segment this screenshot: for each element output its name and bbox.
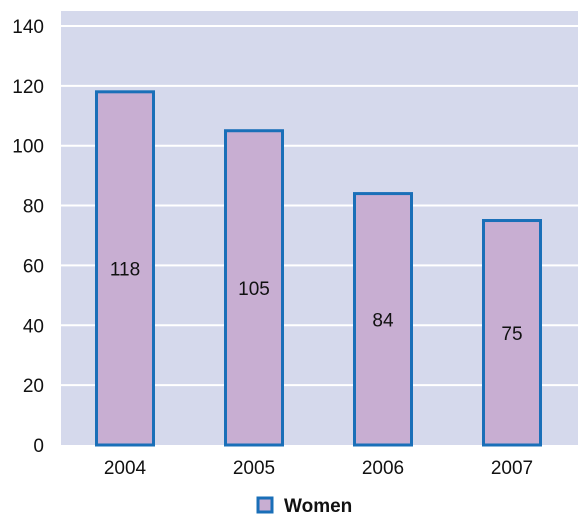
y-tick-label: 60	[23, 256, 44, 277]
data-label-2004: 118	[110, 259, 140, 280]
x-axis-ticks: 2004 2005 2006 2007	[104, 458, 533, 479]
data-label-2005: 105	[238, 279, 270, 300]
y-tick-label: 100	[12, 137, 44, 158]
bars	[95, 90, 542, 447]
y-tick-label: 40	[23, 316, 44, 337]
bar-2007	[482, 219, 542, 447]
y-tick-label: 20	[23, 376, 44, 397]
legend-marker-women	[256, 496, 274, 514]
y-tick-label: 0	[33, 436, 44, 457]
legend: Women	[256, 496, 352, 517]
x-tick-label-2007: 2007	[491, 458, 533, 479]
x-tick-label-2005: 2005	[233, 458, 275, 479]
bar-2005	[224, 129, 284, 447]
x-tick-label-2004: 2004	[104, 458, 147, 479]
legend-label-women: Women	[284, 496, 352, 517]
y-tick-label: 140	[12, 17, 44, 38]
bar-2004	[95, 90, 155, 447]
y-tick-label: 120	[12, 77, 44, 98]
y-axis-ticks: 0 20 40 60 80 100 120 140	[12, 17, 44, 457]
bar-2006	[353, 192, 413, 447]
x-tick-label-2006: 2006	[362, 458, 404, 479]
data-labels: 118 105 84 75	[110, 259, 523, 344]
y-tick-label: 80	[23, 197, 44, 218]
data-label-2007: 75	[501, 324, 522, 345]
data-label-2006: 84	[372, 310, 394, 331]
